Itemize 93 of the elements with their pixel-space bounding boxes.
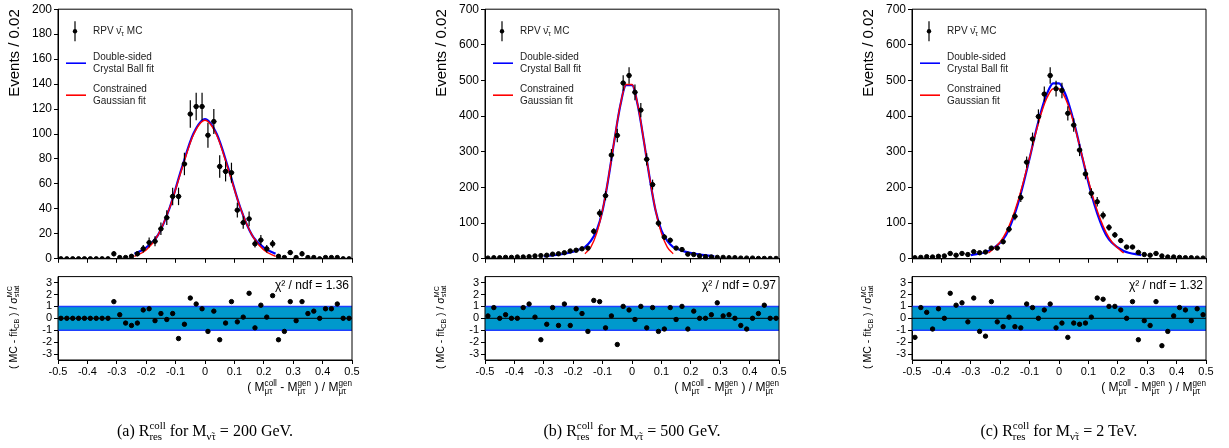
x-tick-label: 0.3: [285, 364, 301, 377]
x-tick-label: 0.3: [1139, 364, 1155, 377]
y-tick-label: 80: [38, 151, 53, 166]
x-tick-label: 0.2: [256, 364, 272, 377]
x-tick-label: -0.5: [902, 364, 922, 377]
y-tick-label: 1: [472, 299, 479, 312]
x-tick-label: -0.2: [990, 364, 1010, 377]
y-tick-label: 160: [31, 51, 53, 66]
y-tick-label: 1: [899, 299, 906, 312]
y-tick-label: 0: [45, 311, 52, 324]
y-tick-label: 0: [472, 251, 480, 266]
y-axis-title: Events / 0.02: [859, 9, 877, 97]
y-tick-label: 500: [885, 72, 907, 87]
annotation: χ² / ndf = 1.36: [274, 277, 350, 292]
y-tick-label: 3: [472, 275, 479, 288]
x-tick-label: 0: [628, 364, 636, 377]
y-tick-label: 20: [38, 226, 53, 241]
y-tick-label: 0: [899, 251, 907, 266]
x-tick-label: -0.4: [77, 364, 97, 377]
x-tick-label: -0.1: [593, 364, 613, 377]
x-tick-label: 0.1: [226, 364, 243, 377]
x-tick-label: 0.5: [771, 364, 787, 377]
x-tick-label: -0.1: [1020, 364, 1040, 377]
y-tick-label: 1: [45, 299, 52, 312]
y-tick-label: 600: [458, 37, 480, 52]
y-tick-label: 2: [899, 287, 906, 300]
y-axis-title: Events / 0.02: [5, 9, 23, 97]
y-tick-label: 400: [885, 108, 907, 123]
y-tick-label: 100: [885, 215, 907, 230]
x-tick-label: 0.3: [712, 364, 728, 377]
x-tick-label: -0.2: [563, 364, 583, 377]
y-tick-label: -1: [896, 323, 906, 336]
y-tick-label: 0: [45, 251, 53, 266]
y-tick-label: 120: [31, 101, 53, 116]
x-tick-label: -0.2: [136, 364, 156, 377]
y-tick-label: 300: [885, 144, 907, 159]
annotation: χ² / ndf = 0.97: [701, 277, 777, 292]
x-tick-label: 0.5: [344, 364, 360, 377]
x-tick-label: -0.4: [504, 364, 524, 377]
x-tick-label: 0.2: [683, 364, 699, 377]
y-tick-label: 60: [38, 176, 53, 191]
y-tick-label: 100: [458, 215, 480, 230]
y-tick-label: 3: [45, 275, 52, 288]
legend-label: Constrained Gaussian fit: [93, 82, 147, 106]
y-tick-label: 700: [458, 1, 480, 16]
x-tick-label: 0.1: [1080, 364, 1097, 377]
x-tick-label: -0.3: [961, 364, 981, 377]
x-tick-label: 0.4: [741, 364, 758, 377]
y-tick-label: 2: [472, 287, 479, 300]
x-tick-label: 0.4: [314, 364, 331, 377]
y-axis-title: Events / 0.02: [432, 9, 450, 97]
legend-label: Double-sided Crystal Ball fit: [520, 50, 582, 74]
x-tick-label: -0.3: [107, 364, 127, 377]
x-tick-label: -0.3: [534, 364, 554, 377]
y-tick-label: 200: [458, 179, 480, 194]
x-tick-label: 0.2: [1110, 364, 1126, 377]
y-tick-label: 3: [899, 275, 906, 288]
y-tick-label: 180: [31, 26, 53, 41]
x-tick-label: -0.1: [166, 364, 186, 377]
y-tick-label: -3: [896, 347, 906, 360]
y-tick-label: -1: [42, 323, 52, 336]
y-tick-label: 200: [885, 179, 907, 194]
x-tick-label: -0.4: [931, 364, 951, 377]
y-tick-label: 140: [31, 76, 53, 91]
y-tick-label: 0: [899, 311, 906, 324]
y-tick-label: -3: [42, 347, 52, 360]
y-tick-label: -2: [469, 335, 479, 348]
y-tick-label: 100: [31, 126, 53, 141]
annotation: χ² / ndf = 1.32: [1128, 277, 1204, 292]
y-tick-label: -2: [42, 335, 52, 348]
y-tick-label: 200: [31, 1, 53, 16]
y-tick-label: 600: [885, 37, 907, 52]
y-tick-label: 500: [458, 72, 480, 87]
x-tick-label: 0: [201, 364, 209, 377]
y-tick-label: 40: [38, 201, 53, 216]
legend-label: Double-sided Crystal Ball fit: [947, 50, 1009, 74]
y-tick-label: -1: [469, 323, 479, 336]
x-tick-label: 0.1: [653, 364, 670, 377]
y-tick-label: -3: [469, 347, 479, 360]
legend-label: Constrained Gaussian fit: [947, 82, 1001, 106]
y-tick-label: -2: [896, 335, 906, 348]
y-tick-label: 400: [458, 108, 480, 123]
y-tick-label: 300: [458, 144, 480, 159]
x-tick-label: -0.5: [48, 364, 68, 377]
y-tick-label: 700: [885, 1, 907, 16]
legend-label: Constrained Gaussian fit: [520, 82, 574, 106]
x-tick-label: 0.5: [1198, 364, 1214, 377]
x-tick-label: 0: [1055, 364, 1063, 377]
legend-label: Double-sided Crystal Ball fit: [93, 50, 155, 74]
y-tick-label: 2: [45, 287, 52, 300]
x-tick-label: -0.5: [475, 364, 495, 377]
y-tick-label: 0: [472, 311, 479, 324]
x-tick-label: 0.4: [1168, 364, 1185, 377]
